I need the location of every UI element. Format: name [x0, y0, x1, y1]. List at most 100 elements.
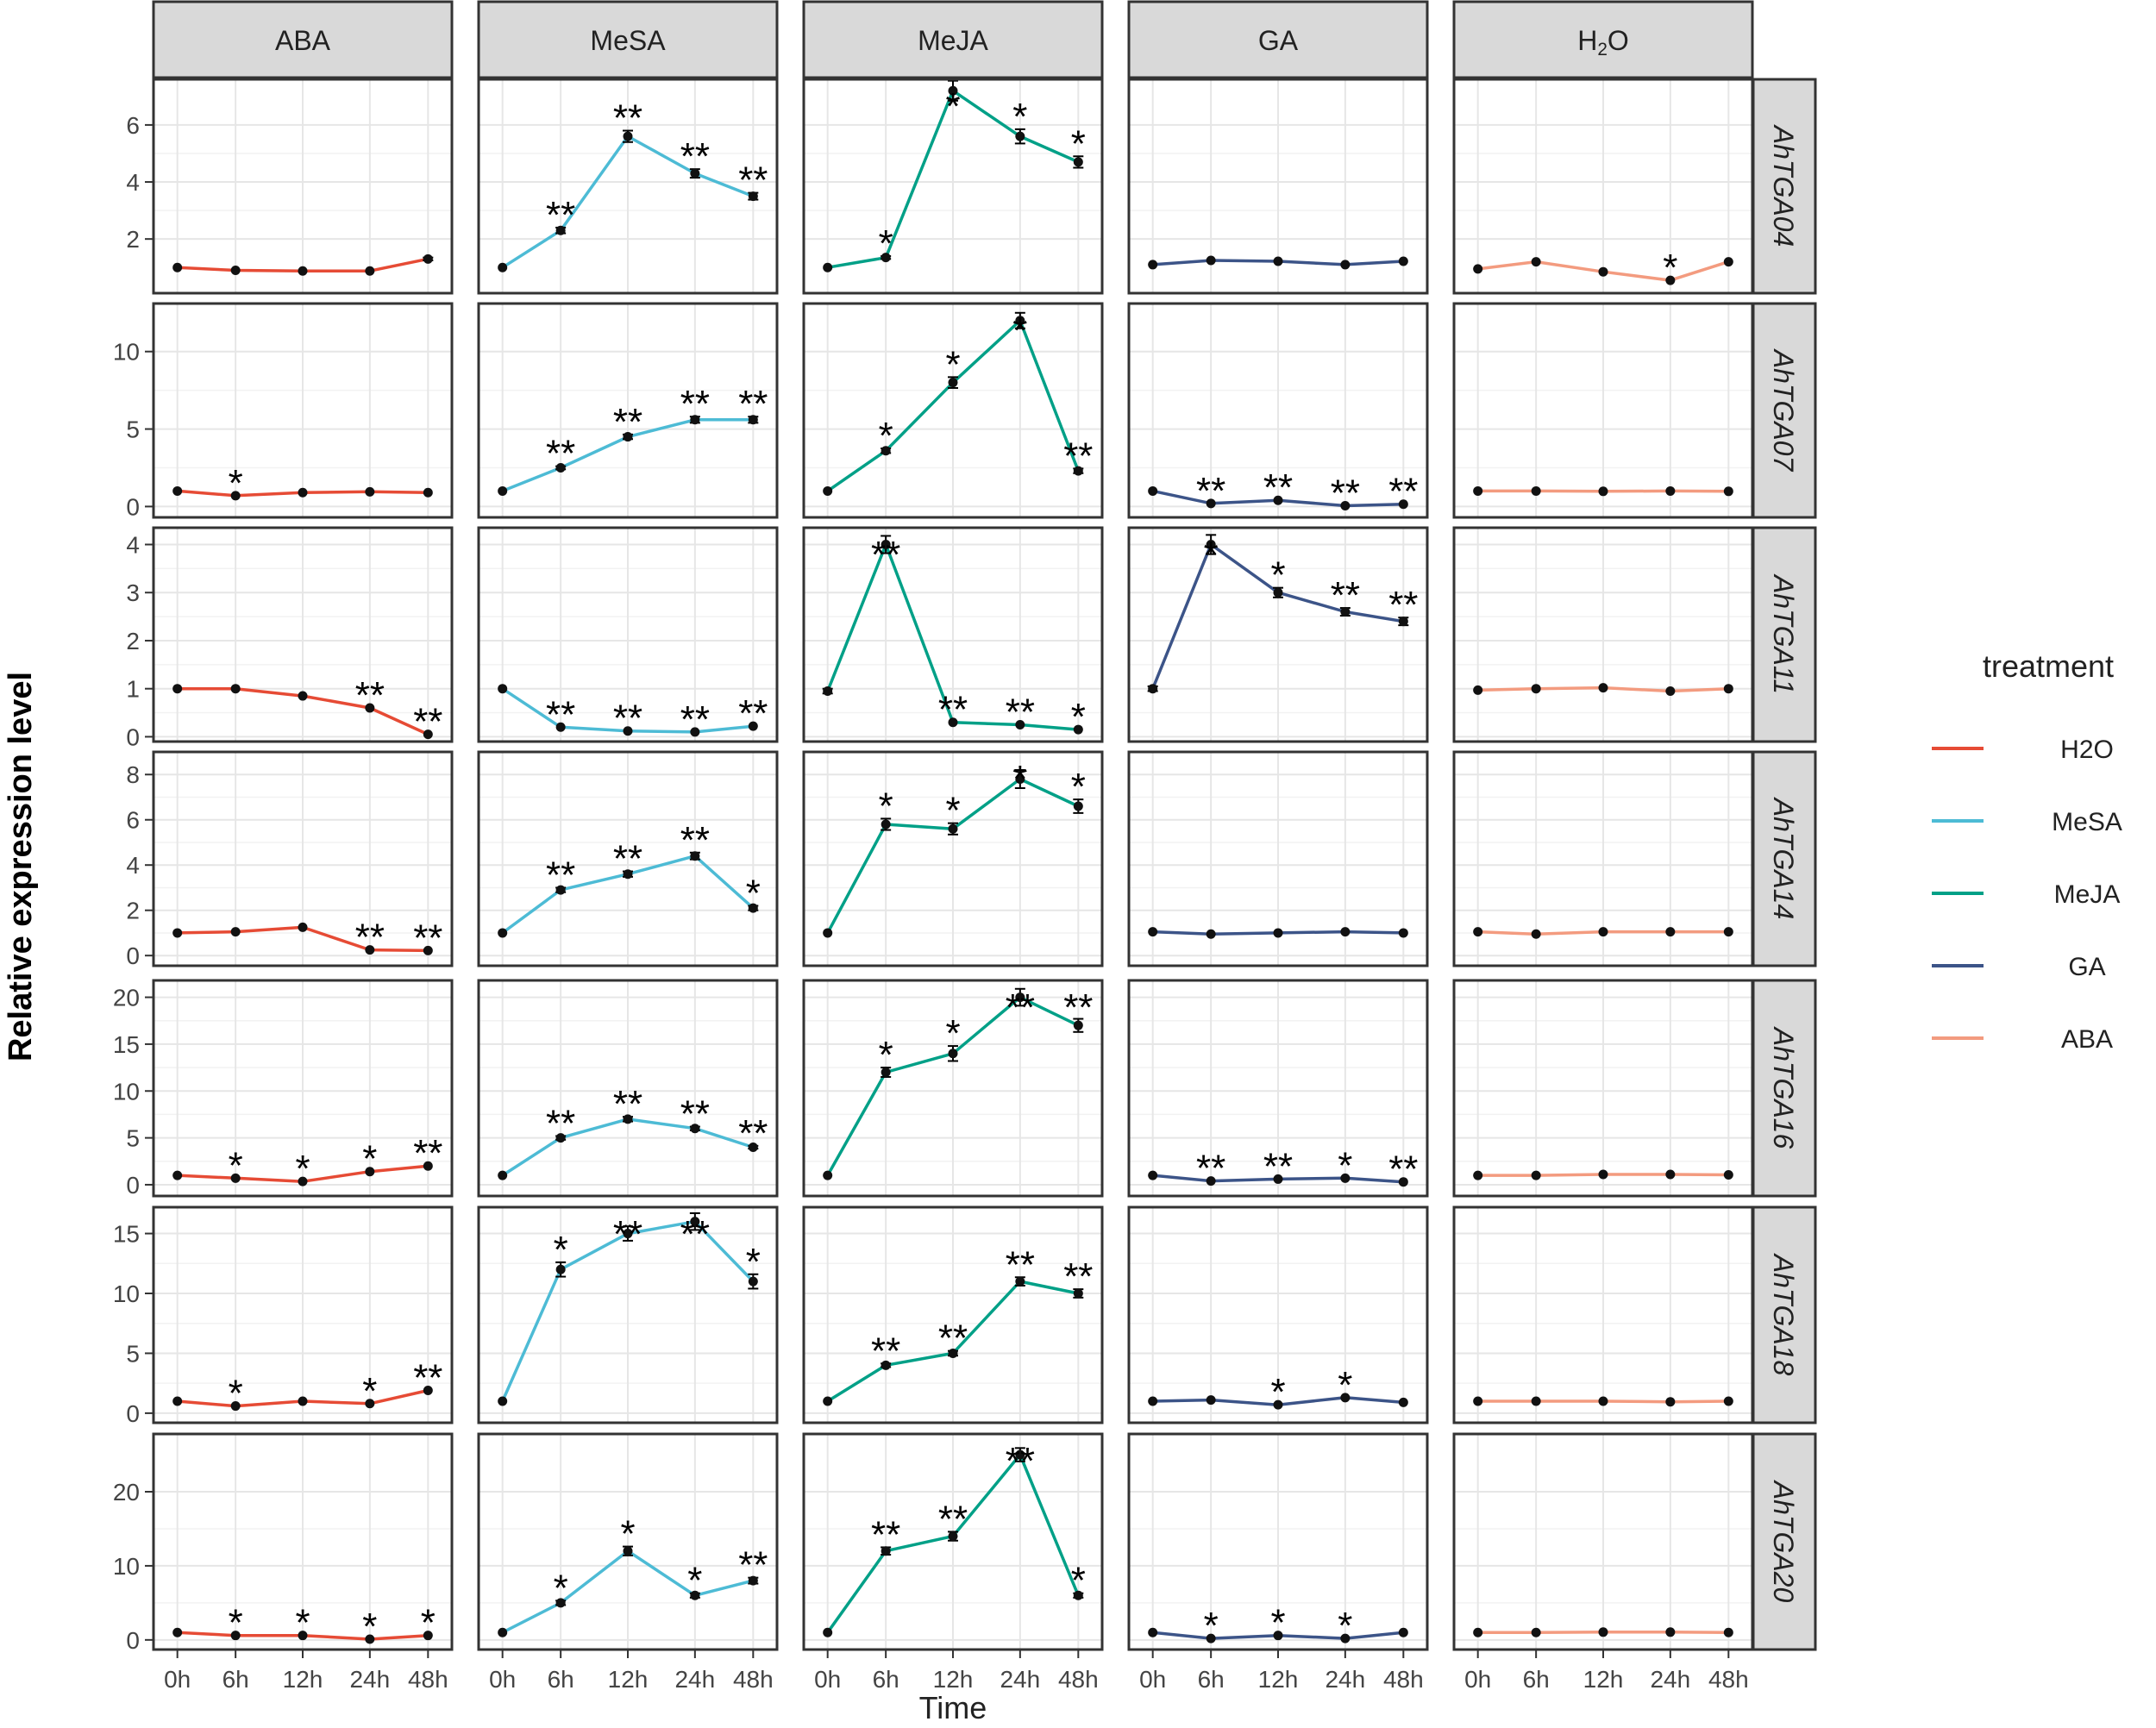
x-tick-label: 0h	[1464, 1666, 1491, 1693]
data-point	[948, 1531, 958, 1542]
data-point	[172, 928, 183, 938]
significance-mark: **	[938, 1318, 968, 1360]
facet-column-strip: ABA	[152, 0, 454, 79]
data-point	[690, 1217, 700, 1227]
data-point	[1073, 724, 1083, 735]
data-point	[365, 703, 375, 713]
data-point	[230, 684, 241, 694]
facet-panel: ** ** ** **	[477, 302, 779, 519]
significance-mark: *	[229, 1144, 243, 1186]
data-point	[1665, 1627, 1676, 1637]
data-point	[1723, 1396, 1733, 1406]
data-point	[1148, 1170, 1158, 1180]
data-point	[881, 540, 891, 550]
facet-row-label: AhTGA04	[1768, 124, 1799, 247]
significance-mark: *	[362, 1138, 377, 1180]
facet-row-strip: AhTGA20	[1752, 1432, 1817, 1651]
data-point	[423, 254, 433, 264]
significance-mark: **	[1063, 986, 1093, 1029]
y-tick-label: 1	[126, 676, 140, 703]
data-point	[1398, 256, 1408, 266]
data-point	[555, 225, 566, 235]
significance-mark: **	[613, 698, 642, 740]
data-point	[1073, 1288, 1083, 1299]
significance-mark: **	[613, 1213, 642, 1255]
facet-column-strip: H2O	[1452, 0, 1754, 79]
y-tick-label: 5	[126, 416, 140, 443]
panel-border	[802, 526, 1104, 743]
data-point	[1206, 255, 1216, 266]
x-tick-label: 24h	[1650, 1666, 1690, 1693]
facet-row-label: AhTGA16	[1768, 1026, 1799, 1149]
data-point	[1206, 929, 1216, 939]
facet-row-strip: AhTGA16	[1752, 979, 1817, 1198]
data-point	[555, 462, 566, 473]
data-point	[1473, 685, 1483, 695]
legend-label: MeSA	[2052, 808, 2122, 836]
legend-entry: MeSA	[1932, 808, 2122, 836]
significance-mark: **	[613, 97, 642, 140]
data-point	[423, 487, 433, 498]
significance-mark: **	[1331, 473, 1360, 515]
facet-panel: ****	[152, 1205, 454, 1424]
data-point	[623, 131, 633, 141]
y-tick-label: 0	[126, 1627, 140, 1654]
facet-panel: * *	[1127, 1205, 1429, 1424]
data-point	[1398, 1177, 1408, 1187]
significance-mark: *	[362, 1606, 377, 1648]
data-point	[230, 927, 241, 937]
data-point	[1273, 495, 1283, 505]
data-point	[623, 1229, 633, 1239]
data-point	[1723, 1170, 1733, 1180]
data-point	[1531, 1170, 1541, 1180]
data-point	[423, 1631, 433, 1641]
data-point	[948, 85, 958, 96]
y-tick-label: 2	[126, 898, 140, 924]
data-point	[748, 721, 758, 731]
data-point	[823, 686, 833, 696]
data-point	[1665, 686, 1676, 696]
facet-row-label: AhTGA20	[1768, 1480, 1799, 1603]
significance-mark: **	[1006, 691, 1035, 733]
facet-column-label: MeJA	[918, 25, 988, 56]
data-point	[1531, 1627, 1541, 1637]
facet-panel	[1127, 750, 1429, 967]
significance-mark: *	[1071, 1560, 1086, 1602]
facet-panel: ******	[1127, 526, 1429, 743]
y-tick-label: 5	[126, 1340, 140, 1367]
data-point	[823, 262, 833, 272]
data-point	[1398, 617, 1408, 627]
data-point	[1206, 498, 1216, 509]
data-point	[172, 262, 183, 272]
facet-panel: * * *	[1127, 1432, 1429, 1651]
facet-panel: ** ** ** **	[802, 1205, 1104, 1424]
x-tick-label: 12h	[933, 1666, 974, 1693]
facet-panel	[1452, 979, 1754, 1198]
significance-mark: *	[421, 1602, 436, 1644]
data-point	[623, 1114, 633, 1124]
data-point	[1598, 927, 1608, 937]
facet-column-strip: GA	[1127, 0, 1429, 79]
data-point	[1273, 928, 1283, 938]
data-point	[298, 266, 308, 276]
data-point	[1398, 499, 1408, 510]
data-point	[823, 1627, 833, 1637]
data-point	[498, 1170, 508, 1180]
panel-border	[1127, 302, 1429, 519]
data-point	[230, 266, 241, 276]
data-point	[423, 729, 433, 740]
significance-mark: *	[1204, 534, 1219, 576]
data-point	[555, 1133, 566, 1143]
significance-mark: *	[1270, 1602, 1285, 1644]
significance-mark: **	[355, 917, 385, 959]
x-tick-label: 48h	[1708, 1666, 1749, 1693]
data-point	[1598, 1396, 1608, 1406]
significance-mark: **	[680, 1093, 710, 1136]
facet-column-label: ABA	[275, 25, 331, 56]
y-tick-label: 0	[126, 942, 140, 969]
significance-mark: **	[938, 689, 968, 731]
significance-mark: **	[680, 135, 710, 178]
panel-border	[802, 302, 1104, 519]
significance-mark: **	[738, 692, 768, 735]
data-point	[1073, 801, 1083, 811]
